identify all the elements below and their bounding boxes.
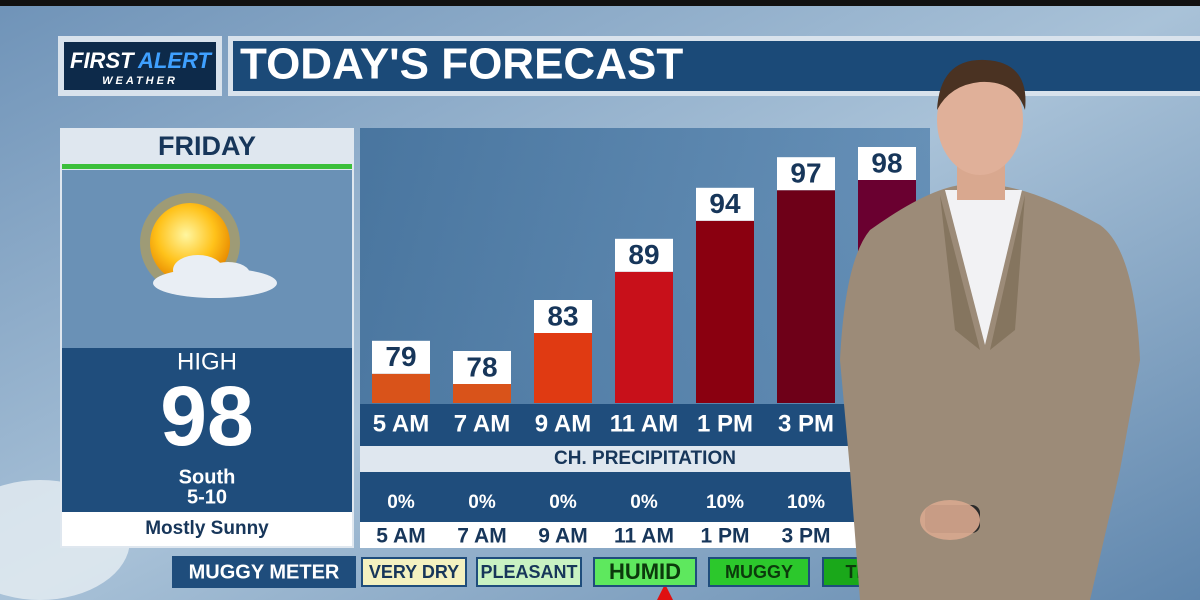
- condition-strip: [62, 512, 352, 546]
- time-label: 3 PM: [778, 410, 834, 437]
- temp-label: 79: [385, 341, 416, 372]
- logo-box: [64, 42, 216, 90]
- title-bar: [233, 41, 1200, 91]
- muggy-level-label: MUGGY: [725, 562, 793, 582]
- precip-time: 9 AM: [538, 525, 587, 548]
- precip-time: 3 PM: [781, 525, 830, 548]
- muggy-level-label: VERY DRY: [369, 562, 459, 582]
- wind-direction: South: [179, 466, 236, 488]
- muggy-level: [476, 557, 582, 587]
- precip-time: 11 AM: [614, 525, 674, 548]
- logo-alert: ALERT: [137, 48, 212, 73]
- precip-value: 10%: [787, 492, 825, 513]
- temp-bar: [372, 373, 430, 403]
- temp-label: 89: [628, 239, 659, 270]
- muggy-level: [708, 557, 810, 587]
- hourly-panel: CH. PRECIPITATION 79 5 AM 0% 5 AM 78 7 AM 0% 7 …: [360, 128, 930, 548]
- temp-bar: [453, 384, 511, 403]
- temp-label: 83: [547, 300, 578, 331]
- muggy-pointer: [657, 584, 673, 600]
- time-label: 7 AM: [454, 410, 510, 437]
- day-name: FRIDAY: [158, 131, 256, 161]
- precip-time: 5 AM: [376, 525, 425, 548]
- temp-bar: [534, 333, 592, 403]
- temp-label-box: [534, 300, 592, 333]
- logo-weather: WEATHER: [102, 75, 178, 87]
- precip-value: 0%: [468, 492, 496, 513]
- muggy-level-label: HUMID: [609, 559, 681, 584]
- temp-label-box: [696, 187, 754, 221]
- logo-first: FIRST: [70, 48, 135, 73]
- time-label: 9 AM: [535, 410, 591, 437]
- temp-bar: [696, 220, 754, 403]
- time-strip: [360, 404, 930, 446]
- muggy-level: [361, 557, 467, 587]
- high-value: 98: [160, 369, 253, 463]
- precip-time: 1 PM: [700, 525, 749, 548]
- cloud-icon: [153, 255, 277, 298]
- muggy-label-box: [172, 556, 356, 588]
- muggy-level: [593, 557, 697, 587]
- temp-label: 78: [466, 351, 497, 382]
- precip-title: CH. PRECIPITATION: [554, 448, 736, 469]
- temp-label: 97: [790, 158, 821, 189]
- high-label: HIGH: [177, 348, 237, 375]
- day-underline: [62, 164, 352, 169]
- precip-time-strip: [360, 522, 930, 548]
- top-edge: [0, 0, 1200, 6]
- precip-value: 0%: [549, 492, 577, 513]
- muggy-label: MUGGY METER: [189, 561, 340, 583]
- title: TODAY'S FORECAST: [240, 40, 683, 89]
- precip-title-strip: [360, 446, 930, 472]
- time-label: 1 PM: [697, 410, 753, 437]
- temp-label-box: [777, 157, 835, 191]
- condition: Mostly Sunny: [145, 518, 269, 539]
- precip-value: 10%: [706, 492, 744, 513]
- precip-strip: [360, 472, 930, 522]
- temp-label-box: [858, 147, 916, 180]
- high-area: [62, 348, 352, 512]
- temp-label-box: [453, 351, 511, 384]
- temp-bar: [615, 271, 673, 403]
- presenter: [840, 59, 1140, 600]
- temp-bar: [777, 190, 835, 403]
- precip-time: 7 AM: [457, 525, 506, 548]
- temp-label: 94: [709, 188, 741, 219]
- muggy-level-label: PLEASANT: [480, 562, 577, 582]
- time-label: 5 AM: [373, 410, 429, 437]
- temp-label-box: [372, 340, 430, 374]
- precip-value: 0%: [630, 492, 658, 513]
- precip-value: 0%: [387, 492, 415, 513]
- wind-speed: 5-10: [187, 486, 227, 508]
- temp-label: 98: [871, 147, 902, 178]
- time-label: 11 AM: [610, 410, 678, 437]
- temp-label-box: [615, 238, 673, 272]
